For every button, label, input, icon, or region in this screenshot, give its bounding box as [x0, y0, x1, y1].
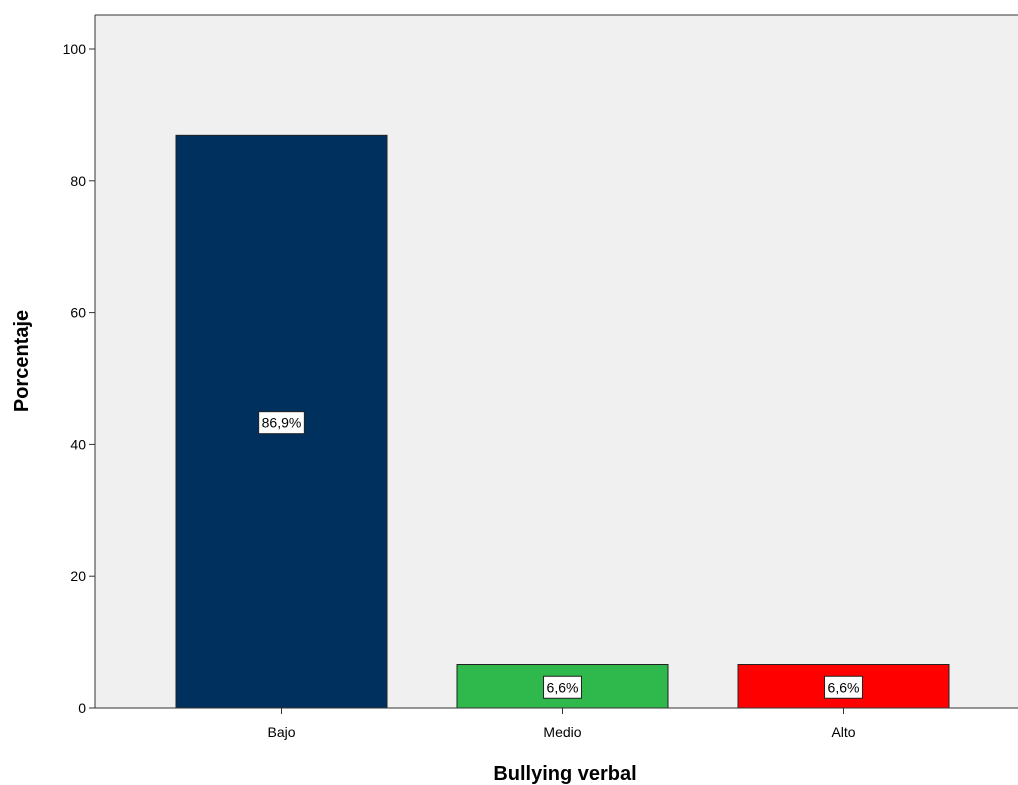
- data-label-box: [824, 675, 863, 699]
- y-tick-label: 0: [78, 700, 86, 716]
- x-tick-label: Alto: [831, 724, 855, 740]
- data-labels-layer: 86,9% 6,6% 6,6%: [258, 411, 863, 699]
- axes-layer: [94, 14, 1018, 709]
- x-tick-label: Medio: [543, 724, 581, 740]
- y-tick-label: 60: [70, 305, 86, 321]
- y-tick-label: 40: [70, 436, 86, 452]
- y-tick-label: 80: [70, 173, 86, 189]
- data-label-text: 86,9%: [262, 415, 302, 431]
- data-label-box: [258, 411, 305, 435]
- data-label-text: 6,6%: [547, 679, 579, 695]
- x-ticks-layer: Bajo Medio Alto: [267, 708, 856, 740]
- y-tick-label: 20: [70, 568, 86, 584]
- y-tick-label: 100: [63, 41, 87, 57]
- data-label: 6,6%: [824, 675, 863, 699]
- x-tick-label: Bajo: [267, 724, 295, 740]
- data-label-box: [543, 675, 582, 699]
- y-ticks-layer: 0 20 40 60 80 100: [63, 41, 95, 716]
- data-label-text: 6,6%: [828, 679, 860, 695]
- x-axis-title: Bullying verbal: [493, 763, 636, 785]
- data-label: 86,9%: [258, 411, 305, 435]
- data-label: 6,6%: [543, 675, 582, 699]
- y-axis-title: Porcentaje: [11, 310, 33, 412]
